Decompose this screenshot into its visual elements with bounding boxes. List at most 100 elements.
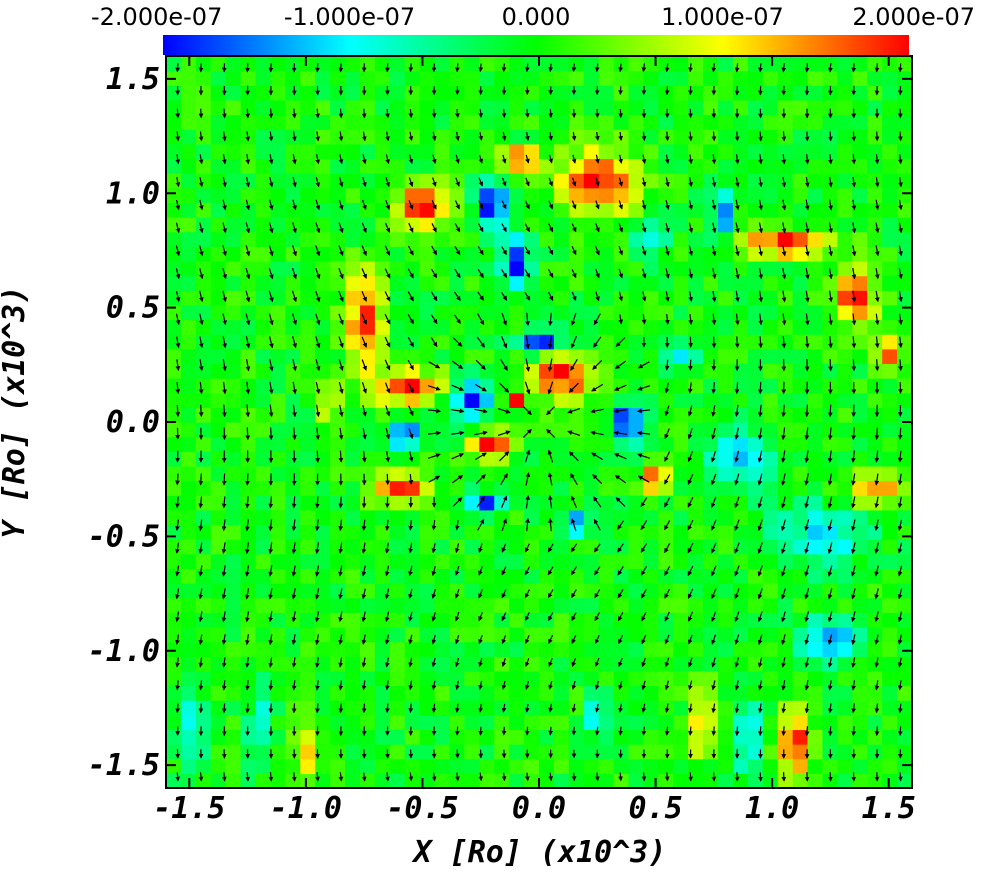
heatmap-cell [688,553,704,569]
heatmap-cell [867,685,883,701]
vector-arrow [198,359,204,372]
heatmap-cell [703,465,719,482]
heatmap-cell [300,758,316,774]
vector-arrow [711,565,717,577]
heatmap-cell [345,568,361,584]
heatmap-cell [419,451,436,467]
heatmap-cell [688,246,704,262]
heatmap-cell [852,626,868,643]
heatmap-cell [658,509,674,526]
heatmap-cell [852,509,868,526]
heatmap-cell [330,495,346,511]
heatmap-cell [568,539,585,555]
heatmap-cell [225,407,242,423]
heatmap-cell [762,231,779,247]
heatmap-cell [792,392,809,408]
heatmap-cell [688,670,704,687]
heatmap-cell [389,758,406,774]
heatmap-cell [703,773,719,788]
heatmap-cell [270,407,286,423]
vector-arrow [291,267,297,280]
heatmap-cell [732,56,749,72]
vector-arrow [175,245,181,257]
heatmap-cell [568,524,585,540]
heatmap-cell [509,319,525,335]
vector-arrow [474,408,488,414]
heatmap-cell [270,670,286,687]
heatmap-cell [613,304,630,321]
heatmap-cell [807,495,824,511]
vector-arrow [221,496,227,509]
heatmap-cell [509,758,525,774]
heatmap-cell [524,363,540,379]
heatmap-cell [822,509,838,526]
heatmap-cell [255,480,272,496]
heatmap-cell [195,641,212,657]
vector-arrow [454,543,460,554]
heatmap-cell [494,129,510,145]
vector-arrow [571,703,577,713]
heatmap-cell [837,685,853,701]
vector-arrow [384,588,390,600]
heatmap-cell [449,187,465,203]
heatmap-cell [703,260,719,277]
heatmap-cell [330,378,346,394]
heatmap-cell [568,714,585,731]
heatmap-cell [688,641,704,657]
heatmap-cell [524,348,540,365]
heatmap-cell [225,392,242,408]
heatmap-cell [792,495,809,511]
heatmap-cell [553,597,570,613]
heatmap-cell [777,451,794,467]
heatmap-cell [897,744,912,760]
heatmap-cell [643,231,659,247]
heatmap-cell [867,319,883,335]
heatmap-cell [732,744,749,760]
vector-arrow [781,131,787,142]
heatmap-cell [539,744,555,760]
heatmap-cell [434,348,451,365]
heatmap-cell [837,85,853,101]
vector-arrow [499,451,510,462]
heatmap-cell [240,685,257,701]
vector-arrow [175,634,180,645]
heatmap-cell [419,407,436,423]
heatmap-cell [479,641,495,657]
heatmap-cell [270,231,286,247]
heatmap-cell [553,758,570,774]
heatmap-cell [747,612,764,628]
heatmap-cell [583,553,600,569]
x-tick-label: -1.0 [270,791,342,826]
vector-arrow [428,385,441,391]
colorbar-tick-label: 0.000 [502,3,571,31]
heatmap-cell [732,260,749,277]
heatmap-cell [897,260,912,277]
heatmap-cell [225,56,242,72]
heatmap-cell [345,378,361,394]
vector-arrow [594,589,601,599]
heatmap-cell [166,626,182,643]
heatmap-cell [822,319,838,335]
heatmap-cell [509,626,525,643]
heatmap-cell [658,99,674,116]
vector-arrow [222,267,227,280]
heatmap-cell [583,158,600,174]
heatmap-cell [479,231,495,247]
vector-arrow [590,408,604,414]
vector-arrow [338,359,344,372]
heatmap-cell [300,290,316,306]
heatmap-cell [210,641,227,657]
heatmap-cell [732,217,749,233]
vector-arrow [548,517,553,532]
vector-arrow [665,222,670,233]
heatmap-cell [225,304,242,321]
vector-arrow [384,268,391,279]
vector-arrow [851,131,857,142]
heatmap-cell [628,773,645,788]
heatmap-cell [643,539,659,555]
heatmap-cell [837,407,853,423]
heatmap-cell [777,363,794,379]
vector-arrow [338,131,344,142]
vector-arrow [431,542,437,554]
heatmap-cell [703,524,719,540]
